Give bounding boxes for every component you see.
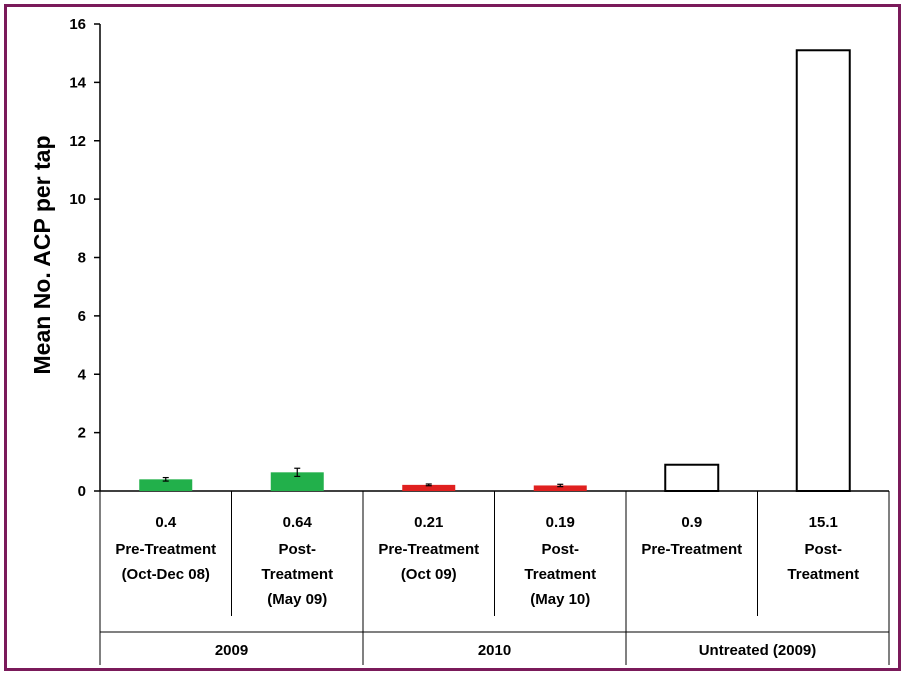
bar	[139, 479, 193, 491]
category-label: Post-	[542, 541, 580, 558]
category-label: Treatment	[787, 566, 859, 583]
category-value-label: 0.21	[414, 514, 443, 531]
category-label: (May 10)	[530, 591, 590, 608]
category-label: Treatment	[261, 566, 333, 583]
group-label: 2009	[215, 642, 248, 659]
category-label: Post-	[805, 541, 843, 558]
category-value-label: 0.64	[283, 514, 313, 531]
y-tick-label: 12	[69, 133, 86, 150]
y-tick-label: 14	[69, 74, 86, 91]
bar	[270, 472, 324, 491]
y-tick-label: 10	[69, 191, 86, 208]
group-label: 2010	[478, 642, 511, 659]
category-label: Post-	[279, 541, 317, 558]
y-tick-label: 4	[78, 366, 87, 383]
bar	[533, 485, 587, 491]
category-value-label: 15.1	[809, 514, 838, 531]
category-value-label: 0.4	[155, 514, 177, 531]
y-axis-label: Mean No. ACP per tap	[29, 136, 55, 375]
bar	[795, 49, 851, 493]
category-label: Pre-Treatment	[115, 541, 216, 558]
category-label: Pre-Treatment	[641, 541, 742, 558]
group-label: Untreated (2009)	[699, 642, 817, 659]
y-tick-label: 16	[69, 16, 86, 33]
y-tick-label: 8	[78, 250, 86, 267]
bar	[402, 484, 456, 491]
category-label: (Oct-Dec 08)	[122, 566, 210, 583]
bar	[664, 463, 720, 493]
category-label: Pre-Treatment	[378, 541, 479, 558]
category-label: (May 09)	[267, 591, 327, 608]
category-value-label: 0.9	[681, 514, 702, 531]
category-label: Treatment	[524, 566, 596, 583]
y-tick-label: 2	[78, 425, 86, 442]
y-tick-label: 0	[78, 483, 86, 500]
category-value-label: 0.19	[546, 514, 575, 531]
category-label: (Oct 09)	[401, 566, 457, 583]
chart-frame	[4, 4, 901, 671]
y-tick-label: 6	[78, 308, 86, 325]
